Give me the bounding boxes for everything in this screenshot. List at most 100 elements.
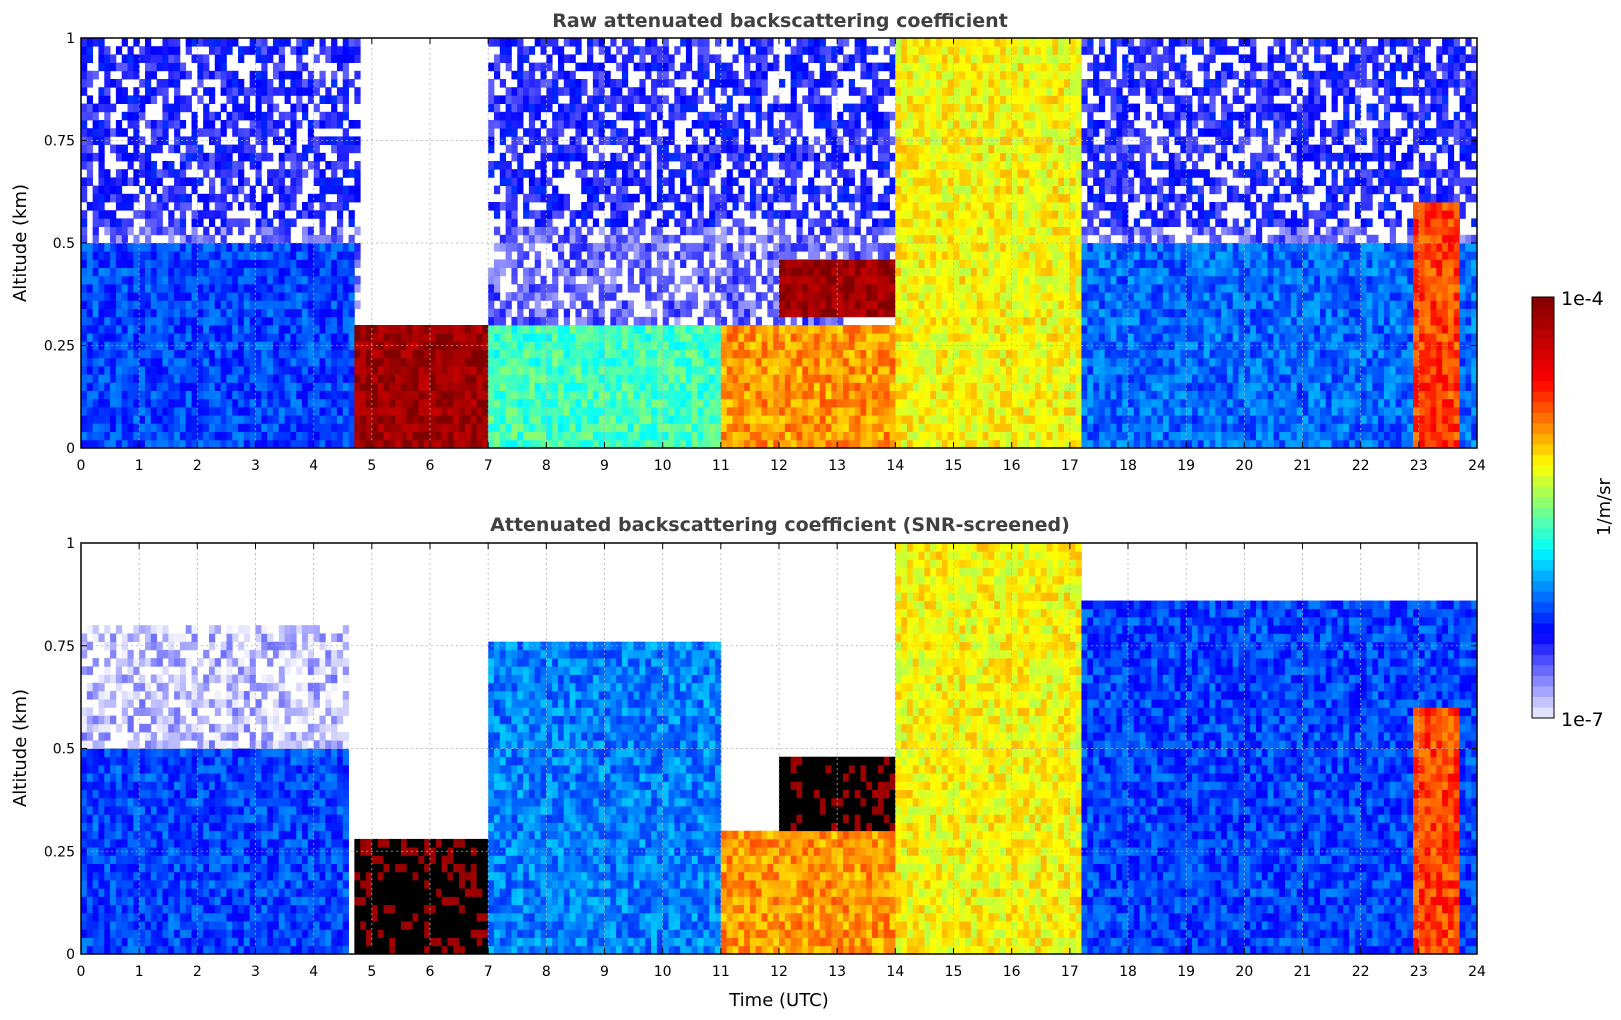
heatmap-cell <box>860 382 866 391</box>
heatmap-cell <box>267 227 273 236</box>
heatmap-cell <box>407 391 413 400</box>
heatmap-cell <box>587 276 593 285</box>
heatmap-cell <box>128 284 134 293</box>
heatmap-cell <box>517 251 523 260</box>
heatmap-cell <box>756 333 762 342</box>
heatmap-cell <box>750 161 756 170</box>
heatmap-cell <box>98 382 104 391</box>
heatmap-cell <box>855 112 861 121</box>
heatmap-cell <box>477 358 483 367</box>
heatmap-cell <box>645 432 651 441</box>
heatmap-cell <box>395 432 401 441</box>
heatmap-cell <box>226 177 232 186</box>
heatmap-cell <box>517 104 523 113</box>
heatmap-cell <box>668 120 674 129</box>
heatmap-cell <box>645 284 651 293</box>
heatmap-cell <box>698 333 704 342</box>
heatmap-cell <box>314 104 320 113</box>
heatmap-cell <box>494 358 500 367</box>
heatmap-cell <box>215 284 221 293</box>
heatmap-cell <box>453 440 459 449</box>
heatmap-cell <box>215 259 221 268</box>
heatmap-cell <box>162 374 168 383</box>
heatmap-cell <box>831 391 837 400</box>
heatmap-cell <box>541 95 547 104</box>
heatmap-cell <box>837 366 843 375</box>
heatmap-cell <box>831 268 837 277</box>
heatmap-cell <box>302 309 308 318</box>
heatmap-cell <box>343 38 349 47</box>
heatmap-cell <box>378 382 384 391</box>
heatmap-cell <box>273 300 279 309</box>
heatmap-cell <box>192 87 198 96</box>
heatmap-cell <box>308 95 314 104</box>
heatmap-cell <box>203 202 209 211</box>
heatmap-cell <box>244 112 250 121</box>
heatmap-cell <box>541 432 547 441</box>
heatmap-cell <box>831 382 837 391</box>
heatmap-cell <box>186 391 192 400</box>
heatmap-cell <box>831 251 837 260</box>
heatmap-cell <box>837 161 843 170</box>
heatmap-cell <box>744 374 750 383</box>
heatmap-cell <box>203 243 209 252</box>
heatmap-cell <box>593 104 599 113</box>
heatmap-cell <box>732 423 738 432</box>
heatmap-cell <box>349 358 355 367</box>
heatmap-cell <box>727 177 733 186</box>
heatmap-cell <box>110 350 116 359</box>
heatmap-cell <box>511 227 517 236</box>
heatmap-cell <box>273 382 279 391</box>
heatmap-cell <box>750 341 756 350</box>
heatmap-cell <box>337 259 343 268</box>
heatmap-cell <box>593 63 599 72</box>
heatmap-cell <box>709 153 715 162</box>
heatmap-cell <box>471 382 477 391</box>
heatmap-cell <box>197 300 203 309</box>
heatmap-cell <box>128 104 134 113</box>
heatmap-cell <box>110 423 116 432</box>
heatmap-cell <box>337 374 343 383</box>
heatmap-cell <box>843 169 849 178</box>
heatmap-cell <box>506 104 512 113</box>
heatmap-cell <box>145 268 151 277</box>
heatmap-cell <box>471 423 477 432</box>
heatmap-cell <box>354 46 360 55</box>
heatmap-cell <box>645 186 651 195</box>
heatmap-cell <box>610 202 616 211</box>
heatmap-cell <box>645 38 651 47</box>
heatmap-cell <box>663 120 669 129</box>
heatmap-cell <box>151 284 157 293</box>
heatmap-cell <box>302 333 308 342</box>
heatmap-cell <box>581 300 587 309</box>
heatmap-cell <box>715 194 721 203</box>
heatmap-cell <box>523 366 529 375</box>
heatmap-cell <box>192 38 198 47</box>
heatmap-cell <box>756 300 762 309</box>
heatmap-cell <box>535 186 541 195</box>
heatmap-cell <box>203 161 209 170</box>
heatmap-cell <box>785 325 791 334</box>
heatmap-cell <box>820 423 826 432</box>
heatmap-cell <box>104 243 110 252</box>
heatmap-cell <box>360 440 366 449</box>
heatmap-cell <box>796 300 802 309</box>
heatmap-cell <box>221 423 227 432</box>
heatmap-cell <box>715 128 721 137</box>
heatmap-cell <box>529 104 535 113</box>
heatmap-cell <box>517 79 523 88</box>
heatmap-cell <box>750 177 756 186</box>
heatmap-cell <box>831 87 837 96</box>
heatmap-cell <box>256 128 262 137</box>
heatmap-cell <box>541 153 547 162</box>
heatmap-cell <box>186 251 192 260</box>
heatmap-cell <box>87 71 93 80</box>
heatmap-cell <box>145 194 151 203</box>
heatmap-cell <box>133 128 139 137</box>
heatmap-cell <box>802 186 808 195</box>
heatmap-cell <box>116 227 122 236</box>
heatmap-cell <box>796 276 802 285</box>
heatmap-cell <box>145 210 151 219</box>
heatmap-cell <box>674 423 680 432</box>
heatmap-cell <box>500 202 506 211</box>
